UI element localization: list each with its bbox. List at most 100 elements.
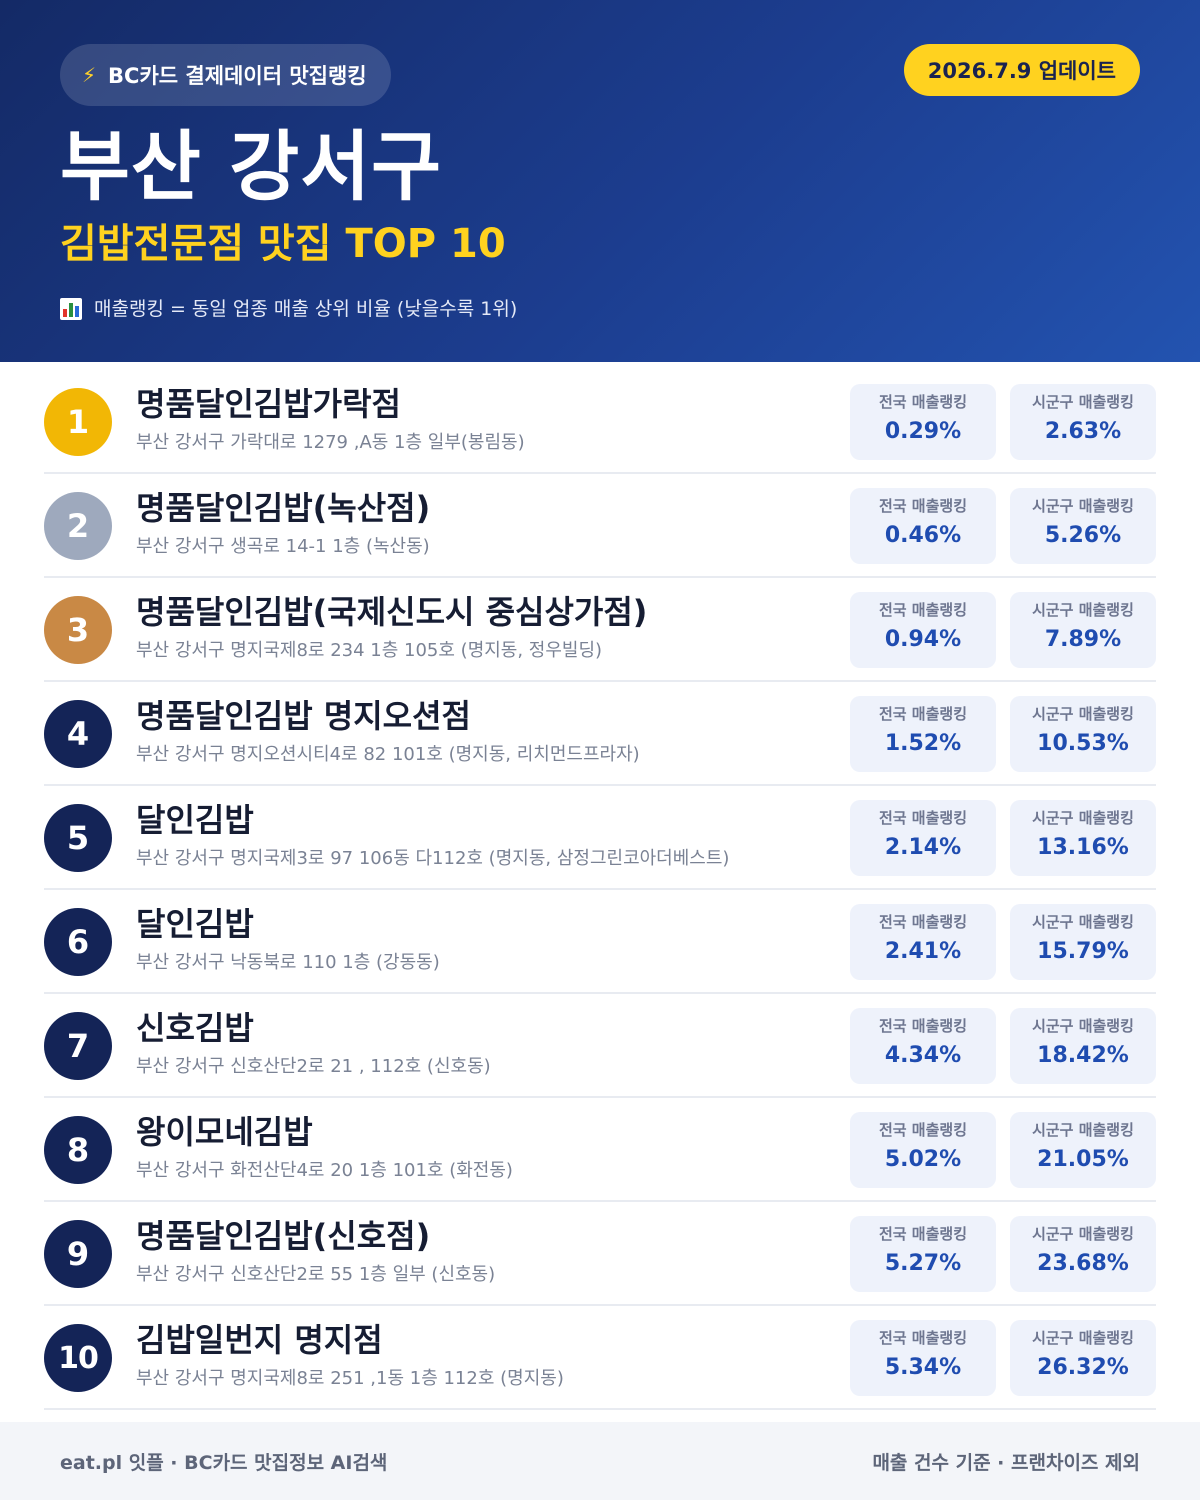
brand-pill: ⚡ BC카드 결제데이터 맛집랭킹 <box>60 44 391 106</box>
national-ranking-label: 전국 매출랭킹 <box>878 1329 968 1347</box>
rank-badge: 1 <box>44 388 112 456</box>
local-ranking-value: 5.26% <box>1044 523 1122 548</box>
local-ranking-label: 시군구 매출랭킹 <box>1032 393 1134 411</box>
national-ranking-card: 전국 매출랭킹 0.29% <box>850 384 996 460</box>
national-ranking-label: 전국 매출랭킹 <box>878 1017 968 1035</box>
restaurant-name[interactable]: 신호김밥 <box>136 1009 254 1047</box>
local-ranking-value: 15.79% <box>1037 939 1129 964</box>
local-ranking-value: 26.32% <box>1037 1355 1129 1380</box>
national-ranking-value: 1.52% <box>884 731 962 756</box>
restaurant-name[interactable]: 명품달인김밥(국제신도시 중심상가점) <box>136 593 648 631</box>
restaurant-address: 부산 강서구 신호산단2로 55 1층 일부 (신호동) <box>136 1264 496 1285</box>
national-ranking-card: 전국 매출랭킹 5.34% <box>850 1320 996 1396</box>
restaurant-name[interactable]: 명품달인김밥(신호점) <box>136 1217 431 1255</box>
local-ranking-label: 시군구 매출랭킹 <box>1032 705 1134 723</box>
restaurant-name[interactable]: 달인김밥 <box>136 905 254 943</box>
restaurant-address: 부산 강서구 명지오션시티4로 82 101호 (명지동, 리치먼드프라자) <box>136 744 640 765</box>
national-ranking-card: 전국 매출랭킹 4.34% <box>850 1008 996 1084</box>
national-ranking-value: 2.41% <box>884 939 962 964</box>
local-ranking-card: 시군구 매출랭킹 21.05% <box>1010 1112 1156 1188</box>
brand-label: BC카드 결제데이터 맛집랭킹 <box>108 64 367 88</box>
national-ranking-value: 4.34% <box>884 1043 962 1068</box>
local-ranking-value: 2.63% <box>1044 419 1122 444</box>
restaurant-name[interactable]: 왕이모네김밥 <box>136 1113 313 1151</box>
local-ranking-label: 시군구 매출랭킹 <box>1032 1121 1134 1139</box>
local-ranking-card: 시군구 매출랭킹 13.16% <box>1010 800 1156 876</box>
region-title: 부산 강서구 <box>60 122 443 211</box>
local-ranking-card: 시군구 매출랭킹 10.53% <box>1010 696 1156 772</box>
local-ranking-value: 10.53% <box>1037 731 1129 756</box>
national-ranking-card: 전국 매출랭킹 1.52% <box>850 696 996 772</box>
national-ranking-card: 전국 매출랭킹 0.94% <box>850 592 996 668</box>
rank-badge: 9 <box>44 1220 112 1288</box>
restaurant-address: 부산 강서구 가락대로 1279 ,A동 1층 일부(봉림동) <box>136 432 525 453</box>
national-ranking-value: 5.27% <box>884 1251 962 1276</box>
lightning-icon: ⚡ <box>82 63 97 87</box>
national-ranking-card: 전국 매출랭킹 5.27% <box>850 1216 996 1292</box>
national-ranking-label: 전국 매출랭킹 <box>878 913 968 931</box>
national-ranking-value: 0.94% <box>884 627 962 652</box>
restaurant-name[interactable]: 명품달인김밥(녹산점) <box>136 489 431 527</box>
restaurant-address: 부산 강서구 명지국제8로 234 1층 105호 (명지동, 정우빌딩) <box>136 640 603 661</box>
local-ranking-label: 시군구 매출랭킹 <box>1032 1329 1134 1347</box>
rank-badge: 10 <box>44 1324 112 1392</box>
restaurant-name[interactable]: 명품달인김밥가락점 <box>136 385 401 423</box>
local-ranking-card: 시군구 매출랭킹 23.68% <box>1010 1216 1156 1292</box>
rank-badge: 3 <box>44 596 112 664</box>
rank-badge: 8 <box>44 1116 112 1184</box>
national-ranking-label: 전국 매출랭킹 <box>878 705 968 723</box>
rank-badge: 5 <box>44 804 112 872</box>
bar-chart-icon <box>60 298 82 320</box>
national-ranking-value: 0.29% <box>884 419 962 444</box>
local-ranking-value: 21.05% <box>1037 1147 1129 1172</box>
footer-source: eat.pl 잇플 · BC카드 맛집정보 AI검색 <box>60 1451 388 1474</box>
national-ranking-card: 전국 매출랭킹 0.46% <box>850 488 996 564</box>
local-ranking-value: 7.89% <box>1044 627 1122 652</box>
footer-criteria: 매출 건수 기준 · 프랜차이즈 제외 <box>872 1451 1140 1474</box>
restaurant-name[interactable]: 김밥일번지 명지점 <box>136 1321 383 1359</box>
rank-badge: 6 <box>44 908 112 976</box>
local-ranking-card: 시군구 매출랭킹 15.79% <box>1010 904 1156 980</box>
national-ranking-label: 전국 매출랭킹 <box>878 601 968 619</box>
national-ranking-card: 전국 매출랭킹 5.02% <box>850 1112 996 1188</box>
footer: eat.pl 잇플 · BC카드 맛집정보 AI검색 매출 건수 기준 · 프랜… <box>0 1422 1200 1500</box>
category-title: 김밥전문점 맛집 TOP 10 <box>60 221 506 267</box>
ranking-note-text: 매출랭킹 = 동일 업종 매출 상위 비율 (낮을수록 1위) <box>94 298 518 320</box>
national-ranking-label: 전국 매출랭킹 <box>878 497 968 515</box>
local-ranking-label: 시군구 매출랭킹 <box>1032 497 1134 515</box>
local-ranking-card: 시군구 매출랭킹 2.63% <box>1010 384 1156 460</box>
national-ranking-value: 0.46% <box>884 523 962 548</box>
restaurant-address: 부산 강서구 생곡로 14-1 1층 (녹산동) <box>136 536 430 557</box>
update-date-badge: 2026.7.9 업데이트 <box>903 44 1140 96</box>
ranking-row[interactable]: 7 신호김밥 부산 강서구 신호산단2로 21 , 112호 (신호동) 전국 매출랭… <box>44 994 1156 1098</box>
restaurant-address: 부산 강서구 낙동북로 110 1층 (강동동) <box>136 952 440 973</box>
local-ranking-label: 시군구 매출랭킹 <box>1032 809 1134 827</box>
ranking-row[interactable]: 9 명품달인김밥(신호점) 부산 강서구 신호산단2로 55 1층 일부 (신호동)… <box>44 1202 1156 1306</box>
restaurant-name[interactable]: 명품달인김밥 명지오션점 <box>136 697 471 735</box>
restaurant-name[interactable]: 달인김밥 <box>136 801 254 839</box>
national-ranking-card: 전국 매출랭킹 2.41% <box>850 904 996 980</box>
ranking-row[interactable]: 2 명품달인김밥(녹산점) 부산 강서구 생곡로 14-1 1층 (녹산동) 전국 매… <box>44 474 1156 578</box>
ranking-note: 매출랭킹 = 동일 업종 매출 상위 비율 (낮을수록 1위) <box>60 292 517 326</box>
rank-badge: 4 <box>44 700 112 768</box>
restaurant-address: 부산 강서구 화전산단4로 20 1층 101호 (화전동) <box>136 1160 513 1181</box>
rank-badge: 2 <box>44 492 112 560</box>
national-ranking-label: 전국 매출랭킹 <box>878 393 968 411</box>
local-ranking-label: 시군구 매출랭킹 <box>1032 601 1134 619</box>
ranking-row[interactable]: 3 명품달인김밥(국제신도시 중심상가점) 부산 강서구 명지국제8로 234 1층… <box>44 578 1156 682</box>
restaurant-address: 부산 강서구 명지국제3로 97 106동 다112호 (명지동, 삼정그린코아… <box>136 848 730 869</box>
national-ranking-value: 5.34% <box>884 1355 962 1380</box>
restaurant-address: 부산 강서구 명지국제8로 251 ,1동 1층 112호 (명지동) <box>136 1368 564 1389</box>
national-ranking-label: 전국 매출랭킹 <box>878 1121 968 1139</box>
national-ranking-value: 2.14% <box>884 835 962 860</box>
local-ranking-value: 18.42% <box>1037 1043 1129 1068</box>
local-ranking-label: 시군구 매출랭킹 <box>1032 1225 1134 1243</box>
local-ranking-value: 23.68% <box>1037 1251 1129 1276</box>
